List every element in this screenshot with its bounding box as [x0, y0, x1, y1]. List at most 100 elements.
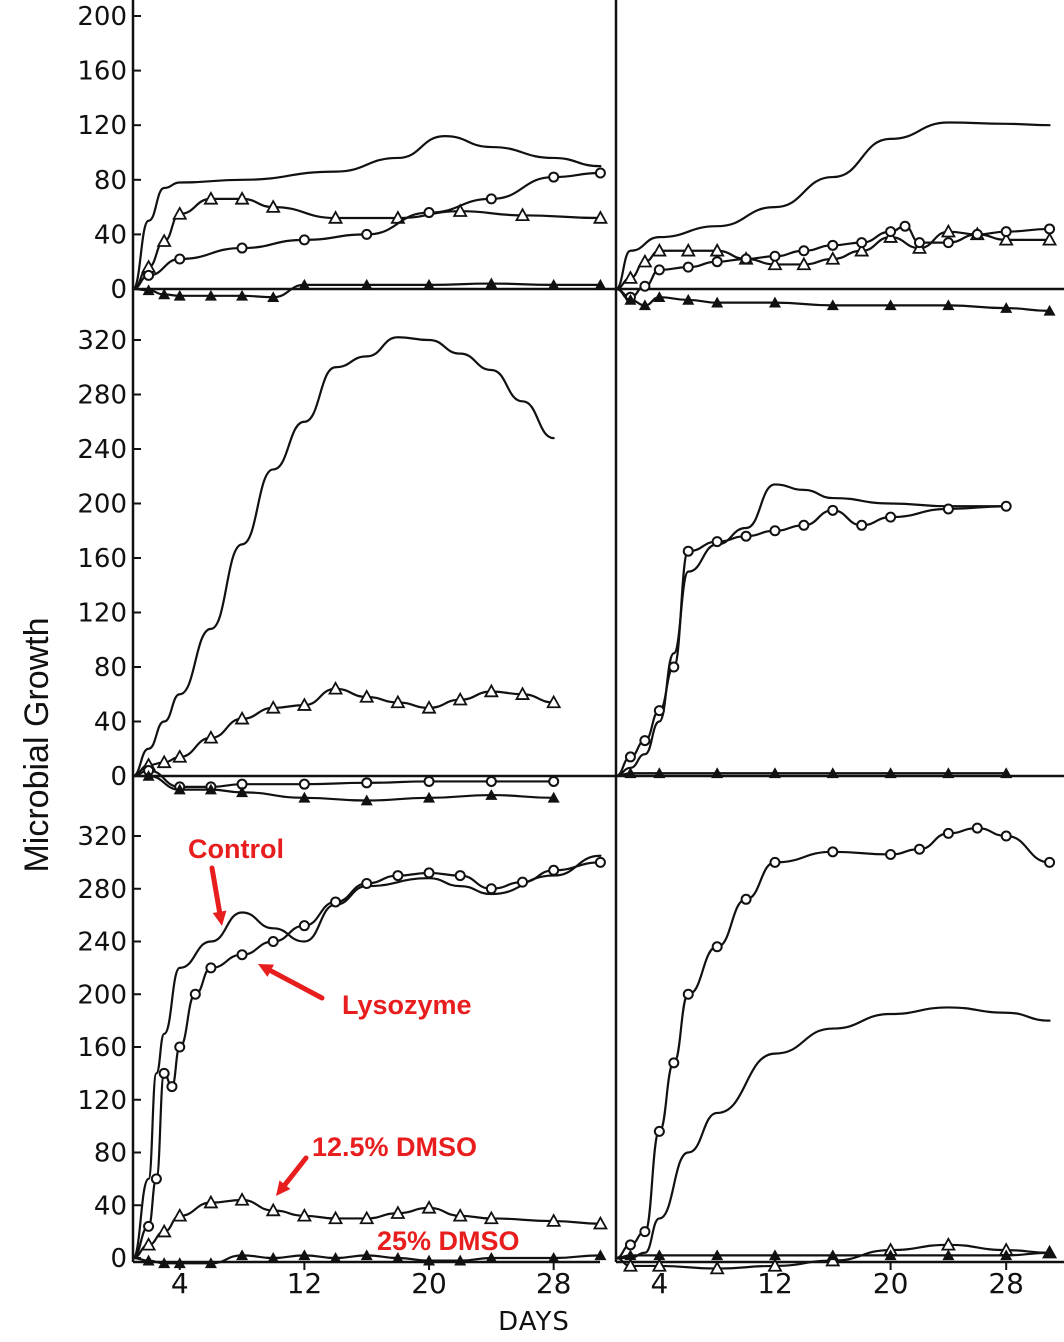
- y-tick-label-bottom-left-0: 320: [77, 822, 127, 852]
- annotation-arrowhead-2: [276, 1180, 291, 1196]
- x-tick-label-bottom-right-2: 20: [873, 1267, 909, 1300]
- series-point-top-right-1-1: [622, 270, 638, 284]
- series-line-bottom-left-1: [131, 861, 602, 1260]
- series-point-bottom-left-2-11: [421, 1200, 437, 1214]
- series-line-middle-left-2: [131, 769, 555, 789]
- series-point-middle-right-2-3: [711, 767, 724, 779]
- series-point-bottom-left-1-12: [361, 877, 373, 889]
- series-point-top-right-1-5: [709, 242, 725, 257]
- series-point-top-right-1-3: [651, 242, 667, 257]
- series-point-middle-right-1-11: [856, 519, 868, 531]
- series-point-middle-right-1-9: [798, 519, 810, 531]
- series-point-bottom-right-1-4: [668, 1057, 680, 1069]
- panel-frames: [131, 0, 1064, 1264]
- annotation-arrowhead-0: [212, 910, 227, 926]
- series-point-middle-right-1-14: [1000, 500, 1012, 512]
- series-point-middle-left-1-2: [156, 754, 172, 769]
- series-point-bottom-left-2-15: [592, 1215, 608, 1230]
- panel-middle-left: [131, 336, 562, 806]
- series-point-bottom-right-1-1: [624, 1239, 636, 1251]
- series-point-top-left-2-8: [548, 171, 560, 183]
- series-point-bottom-right-3-7: [942, 1249, 955, 1261]
- series-point-top-right-1-16: [1042, 232, 1058, 246]
- series-point-top-right-1-15: [998, 232, 1014, 246]
- series-point-top-right-2-4: [682, 261, 694, 273]
- series-line-top-left-2: [131, 171, 602, 291]
- series-point-bottom-left-1-3: [158, 1067, 170, 1079]
- series-point-bottom-left-1-4: [166, 1081, 178, 1093]
- series-point-bottom-left-1-10: [298, 920, 310, 932]
- series-point-middle-right-1-12: [885, 511, 897, 523]
- series-point-middle-left-2-9: [548, 775, 560, 787]
- series-point-top-right-1-9: [825, 251, 841, 265]
- y-tick-label-top-left-3: 80: [94, 166, 127, 196]
- series-point-bottom-left-2-13: [483, 1210, 499, 1225]
- series-point-bottom-left-2-7: [296, 1207, 312, 1222]
- series-point-bottom-right-1-15: [1044, 856, 1056, 868]
- series-point-middle-right-2-2: [653, 767, 666, 779]
- series-point-top-left-1-11: [592, 210, 608, 224]
- series-point-top-left-3-11: [547, 278, 560, 290]
- series-point-bottom-left-1-15: [454, 870, 466, 882]
- series-layer: [131, 121, 1058, 1275]
- series-point-top-left-1-9: [452, 203, 468, 217]
- y-tick-label-top-left-1: 160: [77, 57, 127, 87]
- series-point-middle-right-1-3: [653, 705, 665, 717]
- y-tick-label-middle-left-4: 160: [77, 544, 127, 574]
- y-tick-label-bottom-left-3: 200: [77, 980, 127, 1010]
- series-point-bottom-left-3-10: [391, 1252, 404, 1263]
- series-line-middle-left-1: [131, 687, 555, 778]
- series-line-middle-right-0: [614, 483, 1008, 778]
- series-point-bottom-left-1-13: [392, 870, 404, 882]
- series-point-middle-left-3-3: [204, 783, 217, 795]
- series-point-middle-left-1-13: [483, 683, 499, 698]
- y-tick-label-middle-left-0: 320: [77, 326, 127, 356]
- series-point-bottom-left-3-3: [173, 1257, 186, 1269]
- series-line-top-left-0: [131, 135, 602, 291]
- series-point-bottom-left-1-17: [517, 876, 529, 888]
- x-tick-label-bottom-left-0: 4: [171, 1267, 189, 1300]
- series-point-top-right-1-13: [940, 223, 956, 238]
- x-axis-title: DAYS: [498, 1307, 570, 1337]
- series-point-top-right-3-10: [1000, 302, 1013, 313]
- series-line-middle-left-0: [131, 336, 555, 778]
- series-point-top-right-2-12: [899, 220, 911, 232]
- series-point-bottom-right-1-13: [971, 822, 983, 834]
- series-point-bottom-right-2-3: [709, 1260, 725, 1275]
- series-point-top-right-3-5: [711, 296, 724, 308]
- series-point-bottom-left-3-6: [267, 1252, 280, 1263]
- series-point-middle-left-1-4: [203, 729, 219, 744]
- series-point-bottom-right-1-6: [711, 941, 723, 953]
- y-tick-label-bottom-left-5: 120: [77, 1086, 127, 1116]
- series-point-top-left-3-4: [204, 289, 217, 301]
- series-point-middle-left-1-7: [296, 697, 312, 711]
- series-line-top-right-0: [614, 121, 1051, 291]
- series-point-top-left-2-9: [594, 167, 606, 179]
- y-tick-label-middle-left-7: 40: [94, 708, 127, 738]
- series-point-middle-right-2-1: [624, 767, 637, 779]
- series-point-bottom-left-3-15: [594, 1249, 607, 1261]
- series-point-top-left-1-6: [265, 199, 281, 213]
- x-tick-label-bottom-right-0: 4: [650, 1267, 668, 1300]
- x-tick-label-bottom-left-1: 12: [287, 1267, 323, 1300]
- series-point-bottom-right-3-9: [1043, 1246, 1056, 1258]
- annotation-arrow-0: [209, 865, 223, 919]
- series-point-bottom-right-1-8: [769, 856, 781, 868]
- series-point-bottom-right-2-4: [767, 1258, 783, 1272]
- series-point-middle-right-2-7: [942, 767, 955, 779]
- series-point-top-right-2-13: [913, 237, 925, 249]
- series-point-middle-right-1-6: [711, 536, 723, 548]
- series-point-bottom-left-1-5: [174, 1041, 186, 1053]
- series-point-bottom-left-3-5: [236, 1249, 249, 1261]
- panel-bottom-left: [131, 854, 608, 1269]
- series-point-bottom-left-1-11: [330, 896, 342, 908]
- series-point-bottom-right-3-2: [653, 1249, 666, 1261]
- y-tick-label-bottom-left-2: 240: [77, 928, 127, 958]
- series-point-top-right-1-4: [680, 242, 696, 257]
- series-point-bottom-right-1-9: [827, 846, 839, 858]
- series-point-bottom-right-3-1: [624, 1249, 637, 1261]
- series-point-middle-right-1-5: [682, 545, 694, 557]
- annotation-arrowhead-1: [258, 964, 274, 977]
- series-point-bottom-left-3-13: [485, 1252, 498, 1263]
